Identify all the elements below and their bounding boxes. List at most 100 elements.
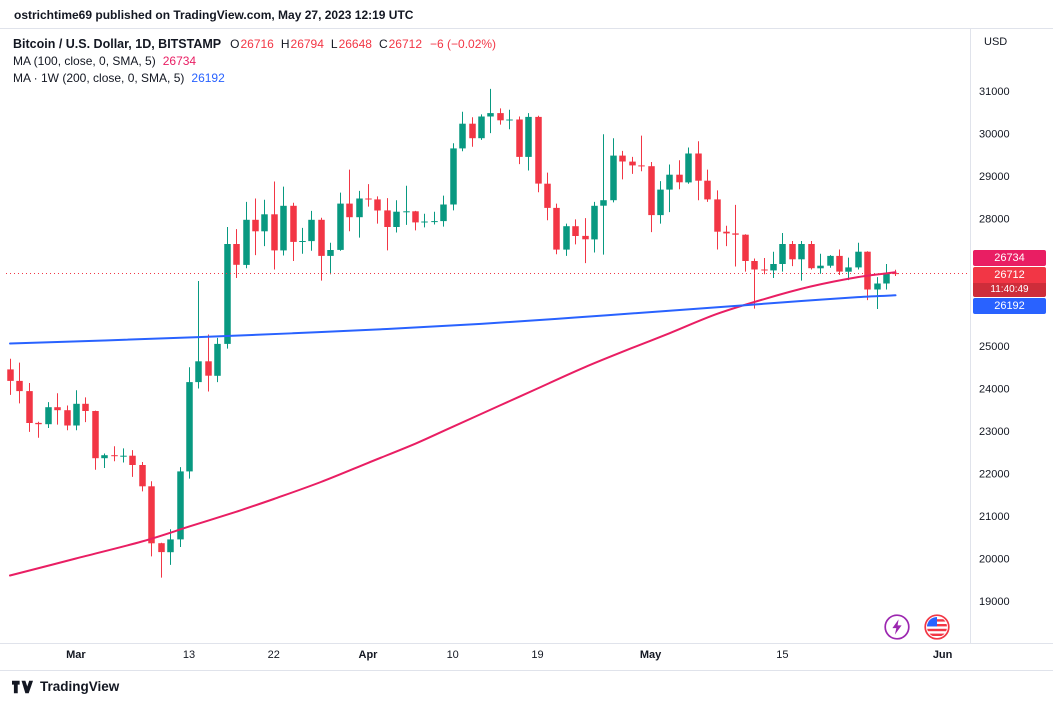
candle-body — [506, 119, 513, 121]
y-axis-label: 29000 — [979, 171, 1010, 183]
candle-body — [836, 255, 843, 272]
candle-body — [243, 219, 250, 265]
candle-body — [695, 153, 702, 181]
price-axis-currency-label: USD — [984, 36, 1008, 48]
tradingview-logo-icon — [12, 680, 33, 693]
candle-body — [553, 207, 560, 250]
candle-body — [657, 189, 664, 216]
x-axis-label: 13 — [183, 649, 195, 661]
candle-body — [808, 244, 815, 269]
candle-body — [817, 265, 824, 269]
candle-body — [563, 226, 570, 250]
close-label: C — [378, 36, 388, 51]
candle-body — [619, 155, 626, 162]
candle-body — [384, 210, 391, 227]
y-axis-label: 19000 — [979, 596, 1010, 608]
candle-body — [544, 183, 551, 208]
y-axis-label: 23000 — [979, 426, 1010, 438]
candle-body — [789, 244, 796, 260]
candle-body — [610, 155, 617, 201]
candle-body — [497, 113, 504, 121]
lightning-sticker[interactable] — [884, 614, 910, 640]
y-axis-label: 25000 — [979, 341, 1010, 353]
candle-body — [864, 251, 871, 290]
x-axis-label: Jun — [933, 649, 953, 661]
candle-body — [346, 203, 353, 218]
candle-body — [723, 231, 730, 234]
candle-body — [591, 205, 598, 240]
candle-body — [874, 283, 881, 290]
candle-body — [290, 205, 297, 242]
open-value: 26716 — [240, 36, 274, 51]
candle-body — [459, 123, 466, 149]
last-price-value: 26712 — [994, 269, 1025, 281]
ohlc-close: C26712 — [379, 37, 422, 51]
candle-body — [535, 116, 542, 184]
x-axis-label: 19 — [531, 649, 543, 661]
low-label: L — [330, 36, 338, 51]
y-axis-label: 30000 — [979, 129, 1010, 141]
high-label: H — [280, 36, 290, 51]
candle-body — [167, 539, 174, 553]
candle-body — [629, 161, 636, 166]
legend-ma200-row[interactable]: MA · 1W (200, close, 0, SMA, 5) 26192 — [13, 69, 496, 86]
ma200-label: MA · 1W (200, close, 0, SMA, 5) — [13, 70, 185, 85]
ohlc-high: H26794 — [281, 37, 324, 51]
candle-body — [233, 244, 240, 265]
candle-body — [64, 410, 71, 426]
candle-body — [450, 148, 457, 205]
ma-line — [9, 294, 897, 345]
candle-body — [582, 235, 589, 240]
legend-symbol-row[interactable]: Bitcoin / U.S. Dollar, 1D, BITSTAMP O267… — [13, 35, 496, 52]
y-axis-label: 24000 — [979, 384, 1010, 396]
x-axis-label: Mar — [66, 649, 86, 661]
candle-body — [883, 272, 890, 284]
candle-body — [54, 407, 61, 411]
candle-body — [327, 250, 334, 256]
x-axis-label: 22 — [268, 649, 280, 661]
candle-body — [431, 221, 438, 223]
us-flag-sticker[interactable] — [924, 614, 950, 640]
y-axis-label: 28000 — [979, 214, 1010, 226]
candle-body — [214, 343, 221, 376]
x-axis-label: May — [640, 649, 662, 661]
y-axis-label: 31000 — [979, 86, 1010, 98]
candle-body — [280, 205, 287, 251]
candle-body — [572, 226, 579, 236]
candle-body — [478, 116, 485, 139]
symbol-title: Bitcoin / U.S. Dollar, 1D, BITSTAMP — [13, 36, 222, 51]
candle-body — [111, 455, 118, 457]
low-value: 26648 — [338, 36, 372, 51]
candle-body — [751, 261, 758, 270]
candle-body — [7, 369, 14, 381]
candle-body — [469, 123, 476, 139]
candle-body — [92, 411, 99, 459]
x-axis-label: Apr — [359, 649, 379, 661]
candle-body — [714, 199, 721, 232]
candle-body — [666, 174, 673, 190]
candle-body — [16, 380, 23, 392]
candle-body — [365, 198, 372, 200]
ohlc-open: O26716 — [230, 37, 274, 51]
candle-body — [252, 219, 259, 232]
candle-body — [45, 407, 52, 425]
candle-body — [374, 199, 381, 211]
candle-body — [403, 211, 410, 213]
candle-body — [892, 273, 899, 275]
ma100-price-badge: 26734 — [973, 250, 1046, 266]
candle-body — [224, 244, 231, 344]
candle-body — [676, 174, 683, 183]
candle-body — [393, 211, 400, 227]
candle-body — [205, 361, 212, 376]
legend-ma100-row[interactable]: MA (100, close, 0, SMA, 5) 26734 — [13, 52, 496, 69]
candle-body — [855, 251, 862, 268]
close-value: 26712 — [388, 36, 422, 51]
x-axis-label: 15 — [776, 649, 788, 661]
candle-body — [148, 486, 155, 544]
candle-body — [827, 255, 834, 266]
tradingview-brand-link[interactable]: TradingView — [12, 679, 119, 694]
candle-body — [600, 200, 607, 206]
candle-body — [337, 203, 344, 250]
